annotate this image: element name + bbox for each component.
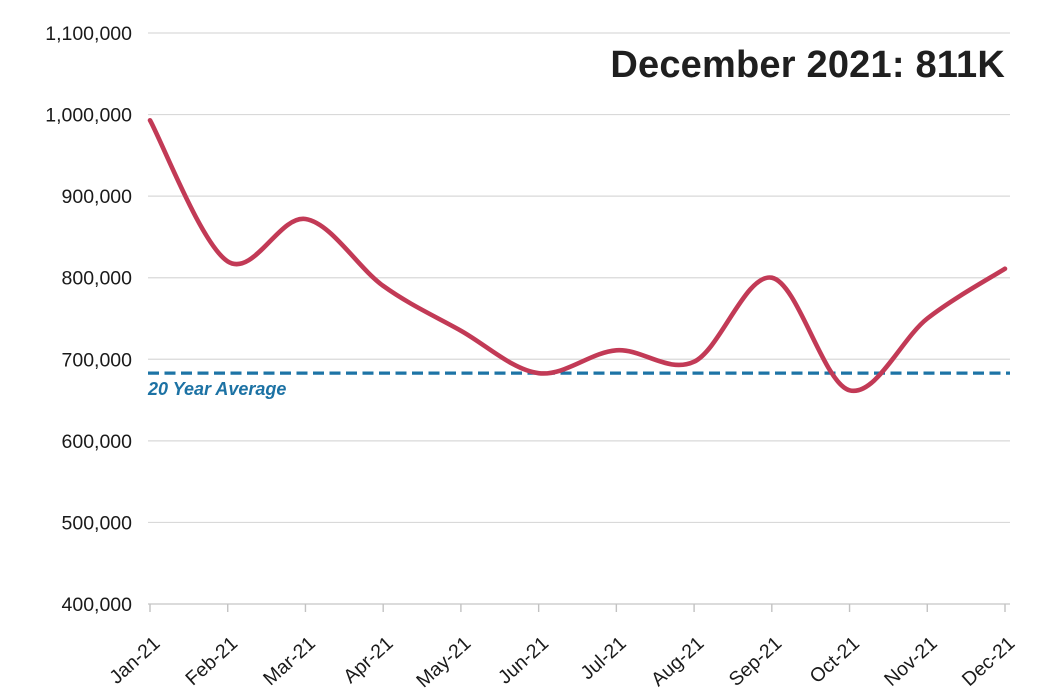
- x-axis-tick-label: Jun-21: [494, 632, 553, 688]
- x-axis-tick-label: Feb-21: [181, 632, 242, 690]
- x-axis-tick-label: Dec-21: [958, 632, 1019, 690]
- x-axis-tick-label: Sep-21: [725, 632, 786, 690]
- chart-title: December 2021: 811K: [610, 44, 1005, 86]
- average-line-label: 20 Year Average: [148, 379, 287, 399]
- x-axis-tick-label: Jan-21: [105, 632, 164, 688]
- y-axis-tick-label: 700,000: [62, 349, 133, 371]
- x-axis-tick-label: Mar-21: [259, 632, 320, 690]
- x-axis-tick-label: May-21: [412, 632, 475, 692]
- x-axis-tick-label: Aug-21: [647, 632, 708, 690]
- x-axis-tick-label: Nov-21: [880, 632, 941, 690]
- y-axis-tick-label: 1,000,000: [45, 105, 132, 127]
- y-axis-tick-label: 800,000: [62, 268, 133, 290]
- x-axis-tick-label: Jul-21: [577, 632, 631, 684]
- x-axis-tick-label: Oct-21: [806, 632, 864, 688]
- y-axis-tick-label: 400,000: [62, 594, 133, 616]
- y-axis-tick-label: 600,000: [62, 431, 133, 453]
- data-line: [147, 118, 1008, 393]
- x-axis-tick-label: Apr-21: [339, 632, 397, 688]
- y-axis-tick-label: 900,000: [62, 186, 133, 208]
- y-axis-tick-label: 500,000: [62, 512, 133, 534]
- y-axis-tick-label: 1,100,000: [45, 23, 132, 45]
